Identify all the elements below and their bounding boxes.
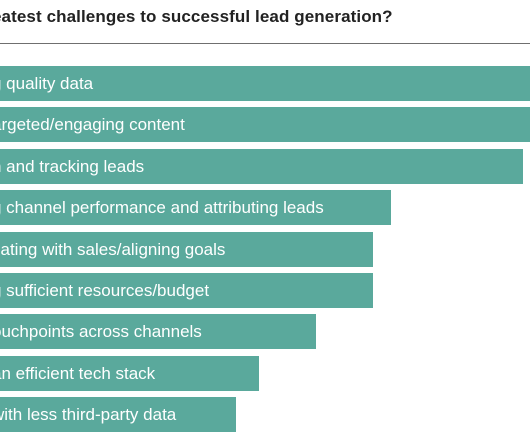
bar: cating with sales/aligning goals bbox=[0, 231, 374, 267]
bar-label: cating with sales/aligning goals bbox=[0, 239, 226, 259]
bar: n and tracking leads bbox=[0, 148, 523, 184]
bar: ouchpoints across channels bbox=[0, 314, 316, 350]
title-divider bbox=[0, 43, 530, 44]
bar-label: g quality data bbox=[0, 74, 94, 93]
bar-label: argeted/engaging content bbox=[0, 115, 185, 135]
bar: argeted/engaging content bbox=[0, 107, 530, 143]
bar-label: ouchpoints across channels bbox=[0, 322, 202, 342]
bar-label: with less third-party data bbox=[0, 405, 177, 425]
bar-label: an efficient tech stack bbox=[0, 363, 156, 383]
bar-label: g channel performance and attributing le… bbox=[0, 198, 324, 218]
bar: g quality data bbox=[0, 66, 530, 101]
bar-label: n and tracking leads bbox=[0, 156, 145, 176]
bar: g channel performance and attributing le… bbox=[0, 190, 391, 226]
chart-title: eatest challenges to successful lead gen… bbox=[0, 7, 393, 26]
bar: an efficient tech stack bbox=[0, 355, 259, 391]
bar: with less third-party data bbox=[0, 397, 236, 433]
bar-label: g sufficient resources/budget bbox=[0, 281, 210, 300]
bar: g sufficient resources/budget bbox=[0, 273, 374, 308]
